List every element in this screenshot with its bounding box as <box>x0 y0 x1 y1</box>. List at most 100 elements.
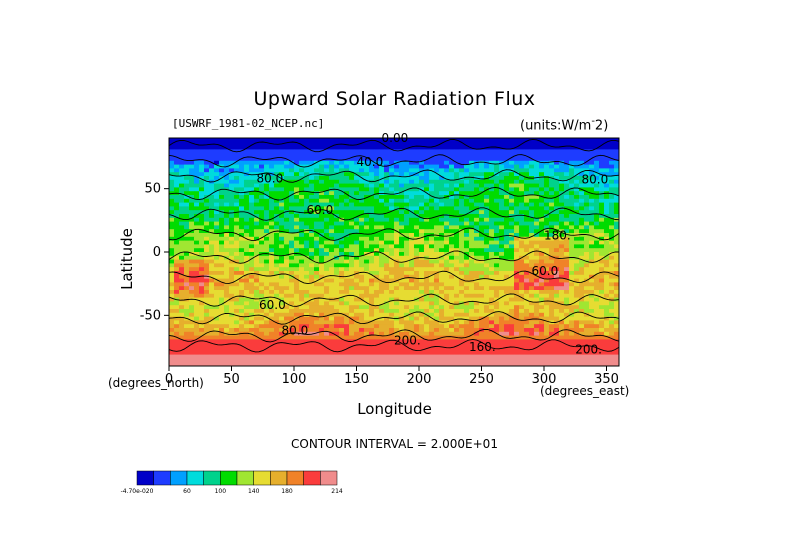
heatmap-cell <box>579 168 585 173</box>
heatmap-cell <box>279 343 285 348</box>
heatmap-cell <box>219 252 225 257</box>
heatmap-cell <box>524 153 530 158</box>
heatmap-cell <box>214 210 220 215</box>
heatmap-cell <box>284 278 290 283</box>
heatmap-cell <box>354 274 360 279</box>
heatmap-cell <box>409 187 415 192</box>
heatmap-cell <box>359 221 365 226</box>
heatmap-cell <box>264 259 270 264</box>
heatmap-cell <box>229 138 235 143</box>
heatmap-cell <box>334 244 340 249</box>
heatmap-cell <box>329 335 335 340</box>
heatmap-cell <box>604 225 610 230</box>
heatmap-cell <box>184 153 190 158</box>
heatmap-cell <box>349 221 355 226</box>
heatmap-cell <box>254 335 260 340</box>
heatmap-cell <box>529 305 535 310</box>
heatmap-cell <box>339 263 345 268</box>
heatmap-cell <box>584 217 590 222</box>
heatmap-cell <box>494 138 500 143</box>
heatmap-cell <box>479 263 485 268</box>
heatmap-cell <box>404 255 410 260</box>
heatmap-cell <box>434 217 440 222</box>
heatmap-cell <box>199 248 205 253</box>
heatmap-cell <box>604 286 610 291</box>
heatmap-cell <box>359 274 365 279</box>
heatmap-cell <box>244 320 250 325</box>
heatmap-cell <box>614 339 620 344</box>
heatmap-cell <box>609 320 615 325</box>
heatmap-cell <box>559 198 565 203</box>
heatmap-cell <box>464 248 470 253</box>
heatmap-cell <box>574 271 580 276</box>
heatmap-cell <box>344 225 350 230</box>
heatmap-cell <box>489 138 495 143</box>
heatmap-cell <box>534 214 540 219</box>
heatmap-cell <box>169 263 175 268</box>
heatmap-cell <box>509 206 515 211</box>
heatmap-cell <box>394 138 400 143</box>
heatmap-cell <box>594 312 600 317</box>
heatmap-cell <box>454 153 460 158</box>
heatmap-cell <box>294 244 300 249</box>
heatmap-cell <box>204 145 210 150</box>
heatmap-cell <box>169 312 175 317</box>
heatmap-cell <box>494 214 500 219</box>
heatmap-cell <box>574 305 580 310</box>
heatmap-cell <box>289 233 295 238</box>
heatmap-cell <box>519 309 525 314</box>
heatmap-cell <box>509 164 515 169</box>
heatmap-cell <box>349 248 355 253</box>
heatmap-cell <box>449 138 455 143</box>
heatmap-cell <box>469 286 475 291</box>
heatmap-cell <box>204 305 210 310</box>
heatmap-cell <box>169 229 175 234</box>
heatmap-cell <box>609 160 615 165</box>
heatmap-cell <box>324 160 330 165</box>
heatmap-cell <box>349 168 355 173</box>
heatmap-cell <box>384 343 390 348</box>
heatmap-cell <box>399 149 405 154</box>
heatmap-cell <box>609 263 615 268</box>
heatmap-cell <box>504 202 510 207</box>
heatmap-cell <box>614 320 620 325</box>
heatmap-cell <box>504 221 510 226</box>
heatmap-cell <box>199 153 205 158</box>
heatmap-cell <box>309 138 315 143</box>
heatmap-cell <box>189 141 195 146</box>
heatmap-cell <box>524 263 530 268</box>
heatmap-cell <box>404 309 410 314</box>
heatmap-cell <box>439 214 445 219</box>
heatmap-cell <box>334 210 340 215</box>
heatmap-cell <box>599 324 605 329</box>
heatmap-cell <box>369 187 375 192</box>
heatmap-cell <box>269 278 275 283</box>
heatmap-cell <box>364 225 370 230</box>
heatmap-cell <box>284 229 290 234</box>
heatmap-cell <box>299 259 305 264</box>
heatmap-cell <box>259 149 265 154</box>
heatmap-cell <box>454 263 460 268</box>
heatmap-cell <box>434 328 440 333</box>
heatmap-cell <box>344 198 350 203</box>
heatmap-cell <box>234 206 240 211</box>
heatmap-cell <box>369 217 375 222</box>
heatmap-cell <box>389 145 395 150</box>
heatmap-cell <box>214 259 220 264</box>
heatmap-cell <box>574 202 580 207</box>
heatmap-cell <box>254 316 260 321</box>
heatmap-cell <box>444 320 450 325</box>
heatmap-cell <box>174 255 180 260</box>
heatmap-cell <box>479 221 485 226</box>
heatmap-cell <box>554 233 560 238</box>
heatmap-cell <box>544 271 550 276</box>
heatmap-cell <box>359 343 365 348</box>
heatmap-cell <box>374 172 380 177</box>
heatmap-cell <box>384 335 390 340</box>
heatmap-cell <box>384 233 390 238</box>
heatmap-cell <box>614 252 620 257</box>
heatmap-cell <box>524 210 530 215</box>
heatmap-cell <box>579 191 585 196</box>
heatmap-cell <box>369 259 375 264</box>
heatmap-cell <box>224 202 230 207</box>
